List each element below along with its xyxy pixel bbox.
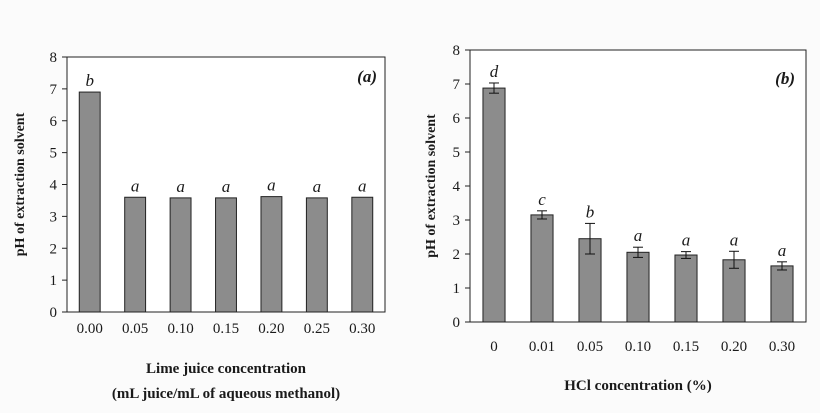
bar [169,197,192,313]
significance-letter: a [358,176,367,195]
x-tick-label: 0 [490,339,498,355]
significance-letter: a [222,177,231,196]
significance-letter: a [131,176,140,195]
y-axis-label: pH of extraction solvent [13,112,28,256]
bar [770,265,794,323]
y-tick-label: 4 [453,179,461,195]
significance-letter: d [490,62,499,81]
x-tick-label: 0.15 [673,339,699,355]
significance-letter: b [586,202,595,221]
y-tick-label: 7 [453,77,461,93]
y-tick-label: 2 [453,247,461,263]
significance-letter: a [778,241,787,260]
x-tick-label: 0.15 [213,321,239,337]
x-tick-label: 0.05 [577,339,603,355]
bar [674,254,698,323]
y-tick-label: 7 [50,82,58,98]
significance-letter: a [730,230,739,249]
y-tick-label: 5 [50,146,58,162]
x-tick-label: 0.30 [769,339,795,355]
y-tick-label: 6 [50,114,58,130]
x-tick-label: 0.25 [304,321,330,337]
x-axis-label: Lime juice concentration [146,361,307,377]
y-tick-label: 3 [50,209,58,225]
y-tick-label: 6 [453,111,461,127]
bar [215,197,237,313]
significance-letter: c [538,190,546,209]
bar [722,259,746,323]
x-tick-label: 0.20 [258,321,284,337]
x-tick-label: 0.10 [167,321,193,337]
x-axis-label: HCl concentration (%) [564,378,711,394]
y-tick-label: 4 [50,178,58,194]
bar [482,87,506,323]
x-axis-label: (mL juice/mL of aqueous methanol) [112,386,340,402]
y-axis-label: pH of extraction solvent [424,114,439,258]
significance-letter: b [85,71,94,90]
y-tick-label: 1 [50,273,58,289]
bar [626,251,650,323]
x-tick-label: 0.01 [529,339,555,355]
chart-panel-b: 0 1 2 3 4 5 6 7 8 d 0 c 0.01 b 0.05 a 0.10 a 0.15 a 0.20 a 0.3… [424,43,807,394]
bar [351,196,374,313]
chart-panel-a: 0 1 2 3 4 5 6 7 8 b 0.00 a 0.05 a 0.10 a 0.15 a 0.20 a 0.25 a… [13,50,386,402]
x-tick-label: 0.00 [77,321,103,337]
significance-letter: a [313,177,322,196]
significance-letter: a [634,226,643,245]
x-tick-label: 0.05 [122,321,148,337]
y-tick-label: 0 [50,305,58,321]
y-tick-label: 1 [453,281,461,297]
bar [124,196,147,313]
bar [530,214,554,323]
x-tick-label: 0.10 [625,339,651,355]
y-tick-label: 0 [453,315,461,331]
y-tick-label: 3 [453,213,461,229]
bar [260,196,283,313]
x-tick-label: 0.20 [721,339,747,355]
significance-letter: a [267,176,276,195]
significance-letter: a [176,177,185,196]
y-tick-label: 2 [50,241,58,257]
y-tick-label: 5 [453,145,461,161]
y-tick-label: 8 [50,50,58,66]
bar [78,91,101,313]
x-tick-label: 0.30 [349,321,375,337]
y-tick-label: 8 [453,43,461,59]
bar [305,197,328,313]
panel-label: (b) [775,69,795,88]
panel-label: (a) [357,67,377,86]
significance-letter: a [682,231,691,250]
